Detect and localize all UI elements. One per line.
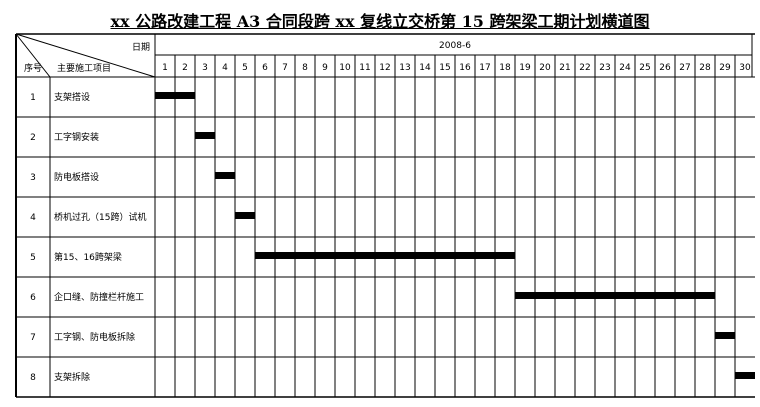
- date-label: 日期: [132, 42, 150, 53]
- task-number: 1: [30, 93, 36, 103]
- day-tick-label: 20: [539, 63, 551, 73]
- task-bar: [155, 92, 195, 99]
- task-name: 工字钢、防电板拆除: [54, 331, 135, 343]
- day-tick-label: 21: [559, 63, 570, 73]
- day-tick-label: 22: [579, 63, 590, 73]
- task-bar: [255, 252, 515, 259]
- task-name: 工字钢安装: [54, 131, 99, 143]
- month-label: 2008-6: [439, 41, 471, 51]
- task-name: 第15、16跨架梁: [54, 251, 122, 263]
- day-tick-label: 2: [182, 63, 188, 73]
- day-tick-label: 14: [419, 63, 431, 73]
- task-name: 桥机过孔（15跨）试机: [54, 211, 146, 223]
- day-tick-label: 26: [659, 63, 671, 73]
- day-tick-label: 30: [739, 63, 751, 73]
- day-tick-label: 1: [162, 63, 168, 73]
- day-tick-label: 8: [302, 63, 308, 73]
- day-tick-label: 24: [619, 63, 631, 73]
- day-tick-label: 18: [499, 63, 511, 73]
- document-title: xx 公路改建工程 A3 合同段跨 xx 复线立交桥第 15 跨架梁工期计划横道…: [0, 8, 760, 32]
- diagonal-line: [15, 33, 156, 78]
- day-tick-label: 29: [719, 63, 731, 73]
- task-number: 6: [30, 293, 36, 303]
- task-bar: [215, 172, 235, 179]
- task-number: 2: [30, 133, 36, 143]
- day-tick-label: 3: [202, 63, 208, 73]
- task-bar: [715, 332, 735, 339]
- day-tick-label: 28: [699, 63, 711, 73]
- day-tick-label: 6: [262, 63, 268, 73]
- item-label: 主要施工项目: [57, 62, 111, 74]
- task-bar: [735, 372, 755, 379]
- task-bar: [235, 212, 255, 219]
- day-tick-label: 25: [639, 63, 650, 73]
- task-number: 4: [30, 213, 36, 223]
- no-label: 序号: [24, 62, 42, 74]
- day-tick-label: 16: [459, 63, 471, 73]
- task-name: 企口缝、防撞栏杆施工: [54, 291, 144, 303]
- grid: [15, 33, 755, 398]
- task-number: 8: [30, 373, 36, 383]
- task-number: 7: [30, 333, 36, 343]
- day-tick-label: 15: [439, 63, 450, 73]
- day-tick-label: 7: [282, 63, 288, 73]
- day-tick-label: 13: [399, 63, 410, 73]
- task-name: 防电板搭设: [54, 171, 99, 183]
- task-name: 支架拆除: [54, 371, 90, 383]
- task-number: 5: [30, 253, 36, 263]
- day-tick-label: 5: [242, 63, 248, 73]
- day-tick-label: 23: [599, 63, 610, 73]
- day-tick-label: 4: [222, 63, 228, 73]
- task-name: 支架搭设: [54, 91, 90, 103]
- day-tick-label: 27: [679, 63, 690, 73]
- task-bar: [195, 132, 215, 139]
- task-number: 3: [30, 173, 36, 183]
- day-tick-label: 11: [359, 63, 370, 73]
- title-text: xx 公路改建工程 A3 合同段跨 xx 复线立交桥第 15 跨架梁工期计划横道…: [110, 12, 650, 31]
- day-tick-label: 12: [379, 63, 390, 73]
- day-tick-label: 19: [519, 63, 531, 73]
- day-tick-label: 9: [322, 63, 328, 73]
- diagonal-line: [15, 33, 51, 78]
- task-bar: [515, 292, 715, 299]
- day-tick-label: 10: [339, 63, 351, 73]
- day-tick-label: 17: [479, 63, 490, 73]
